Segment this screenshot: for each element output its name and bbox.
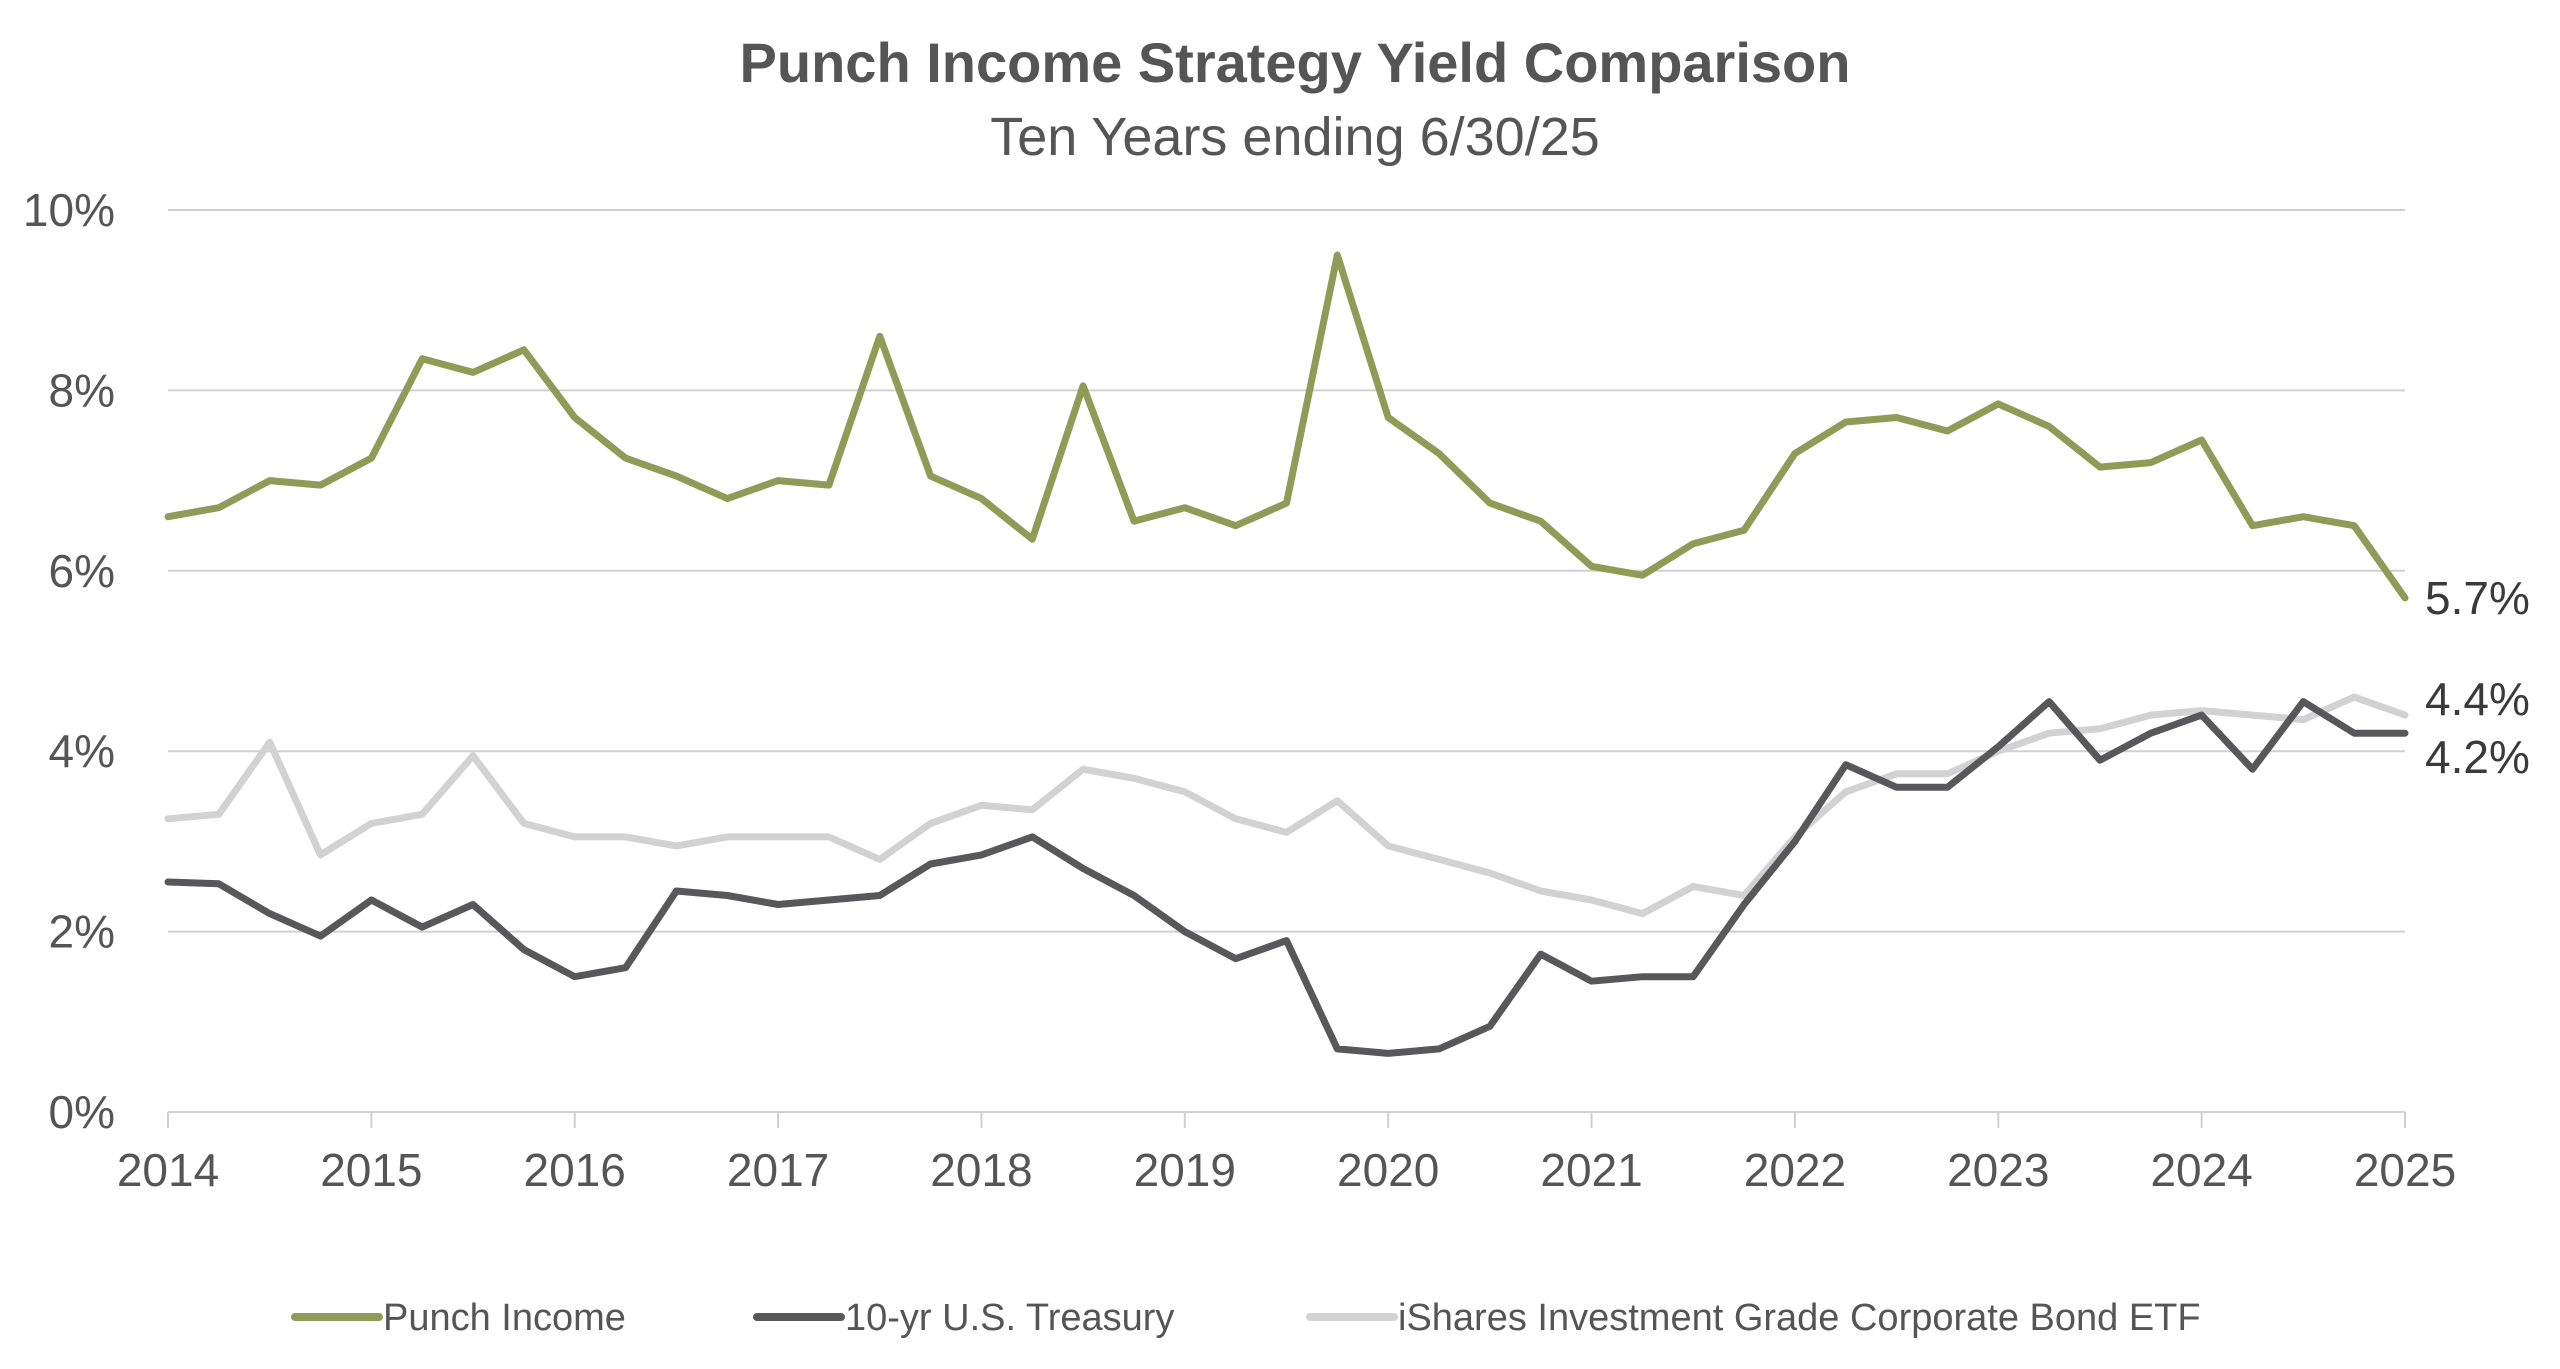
legend-label: Punch Income	[383, 1297, 626, 1339]
x-tick-label: 2020	[1337, 1144, 1439, 1196]
x-tick-label: 2014	[117, 1144, 219, 1196]
y-tick-label: 0%	[49, 1086, 115, 1138]
end-value-label: 5.7%	[2425, 572, 2530, 624]
x-tick-label: 2018	[930, 1144, 1032, 1196]
x-tick-label: 2022	[1744, 1144, 1846, 1196]
y-tick-label: 8%	[49, 364, 115, 416]
y-tick-label: 6%	[49, 545, 115, 597]
x-tick-label: 2023	[1947, 1144, 2049, 1196]
series-line-ishares-investment-grade-corporate-bond-etf	[164, 693, 2409, 918]
legend: Punch Income 10-yr U.S. Treasury iShares I…	[291, 1297, 2201, 1339]
x-tick-label: 2019	[1134, 1144, 1236, 1196]
end-value-label: 4.4%	[2425, 673, 2530, 725]
end-value-label: 4.2%	[2425, 731, 2530, 783]
chart-title: Punch Income Strategy Yield Comparison	[740, 31, 1851, 94]
chart-subtitle: Ten Years ending 6/30/25	[990, 107, 1600, 167]
x-tick-label: 2017	[727, 1144, 829, 1196]
series-line-10-yr-u-s-treasury	[164, 698, 2409, 1057]
y-tick-label: 2%	[49, 906, 115, 958]
x-axis: 2014 2015 2016 2017 2018 2019 2020 2021 2022 2023…	[117, 1111, 2456, 1196]
legend-label: iShares Investment Grade Corporate Bond …	[1398, 1297, 2201, 1339]
series-lines	[164, 251, 2409, 1057]
y-axis: 0% 2% 4% 6% 8% 10%	[23, 184, 115, 1138]
y-tick-label: 4%	[49, 725, 115, 777]
x-tick-label: 2015	[320, 1144, 422, 1196]
x-tick-label: 2016	[524, 1144, 626, 1196]
x-tick-label: 2025	[2354, 1144, 2456, 1196]
legend-label: 10-yr U.S. Treasury	[845, 1297, 1174, 1339]
x-tick-label: 2024	[2150, 1144, 2252, 1196]
series-line-punch-income	[164, 251, 2409, 602]
end-value-labels: 5.7% 4.4% 4.2%	[2425, 572, 2530, 783]
x-tick-label: 2021	[1540, 1144, 1642, 1196]
y-tick-label: 10%	[23, 184, 115, 236]
gridlines	[168, 209, 2405, 933]
